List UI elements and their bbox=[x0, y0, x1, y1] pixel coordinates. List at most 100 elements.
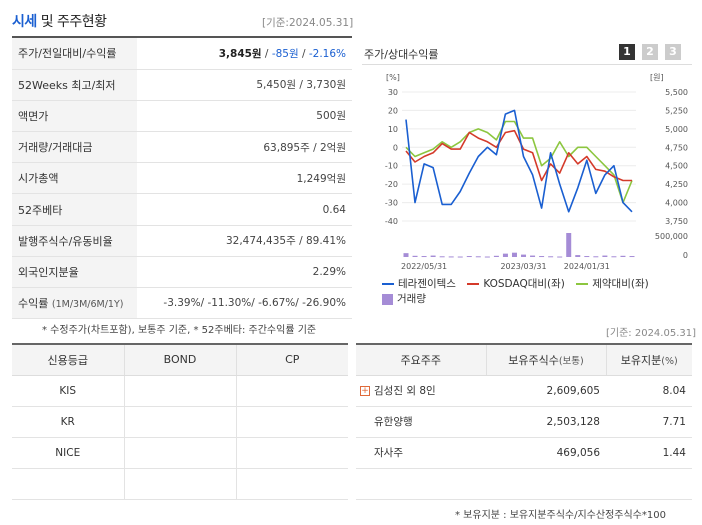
chart-tab-2[interactable]: 2 bbox=[642, 44, 658, 60]
legend-item-volume: 거래량 bbox=[380, 293, 426, 305]
price-footnote: * 수정주가(차트포함), 보통주 기준, * 52주베타: 주간수익률 기준 bbox=[42, 325, 317, 336]
chart-tab-3[interactable]: 3 bbox=[665, 44, 681, 60]
agency-name: NICE bbox=[12, 437, 124, 469]
separator: / bbox=[298, 47, 309, 60]
return-values: -3.39%/ -11.30%/ -6.67%/ -26.90% bbox=[137, 287, 352, 320]
left-axis-unit: [%] bbox=[386, 73, 400, 82]
column-header-unit: (%) bbox=[661, 355, 678, 367]
major-shareholders-table: 주요주주 보유주식수(보통) 보유지분(%) + 김성진 외 8인 2,609,6… bbox=[356, 343, 692, 500]
row-label: 52Weeks 최고/최저 bbox=[12, 69, 137, 101]
table-header-row: 신용등급 BOND CP bbox=[12, 343, 348, 376]
right-axis-tick-label: 4,500 bbox=[665, 162, 688, 171]
table-row: 유한양행 2,503,128 7.71 bbox=[356, 406, 692, 438]
column-header: BOND bbox=[123, 343, 236, 376]
volume-bar bbox=[448, 256, 454, 258]
row-value: 5,450원 / 3,730원 bbox=[137, 69, 352, 101]
volume-bar bbox=[430, 255, 436, 257]
row-value: 2.29% bbox=[137, 256, 352, 289]
volume-bar bbox=[548, 256, 554, 258]
volume-bar bbox=[466, 256, 472, 258]
row-value: 1,249억원 bbox=[137, 162, 352, 195]
volume-axis-tick-label: 500,000 bbox=[655, 232, 688, 241]
left-axis-tick-label: 0 bbox=[393, 143, 398, 152]
column-header-text: 보유지분 bbox=[620, 353, 662, 367]
legend-swatch-stock bbox=[382, 283, 394, 285]
legend-label: 거래량 bbox=[397, 293, 426, 305]
right-axis-tick-label: 4,250 bbox=[665, 180, 688, 189]
column-header: 주요주주 bbox=[356, 343, 486, 376]
volume-bar bbox=[502, 253, 508, 257]
return-period-label: (1M/3M/6M/1Y) bbox=[51, 299, 124, 311]
row-value: 0.64 bbox=[137, 193, 352, 226]
bond-rating bbox=[123, 406, 236, 438]
volume-bar bbox=[511, 252, 517, 257]
table-row: 액면가 500원 bbox=[12, 100, 352, 133]
volume-bar bbox=[475, 256, 481, 258]
holder-name: 유한양행 bbox=[356, 406, 486, 438]
row-label: 시가총액 bbox=[12, 162, 137, 195]
volume-bar bbox=[593, 256, 599, 258]
holder-ratio: 8.04 bbox=[606, 375, 692, 407]
legend-row: 거래량 bbox=[380, 291, 655, 306]
price-change-rate: -2.16% bbox=[308, 47, 346, 60]
holder-shares: 469,056 bbox=[486, 437, 606, 469]
kosdaq-relative-line bbox=[405, 129, 632, 182]
volume-bar bbox=[575, 255, 581, 257]
volume-bar bbox=[539, 256, 545, 258]
current-price: 3,845원 bbox=[218, 47, 262, 60]
legend-row: 테라젠이텍스 KOSDAQ대비(좌) 제약대비(좌) bbox=[380, 276, 655, 291]
column-header: 보유지분(%) bbox=[605, 343, 692, 376]
bond-rating bbox=[123, 375, 236, 407]
agency-name: KIS bbox=[12, 375, 124, 407]
chart-tab-1[interactable]: 1 bbox=[619, 44, 635, 60]
table-row: 52주베타 0.64 bbox=[12, 193, 352, 226]
holder-name: + 김성진 외 8인 bbox=[356, 375, 486, 407]
volume-bar bbox=[412, 255, 418, 257]
column-header: 신용등급 bbox=[12, 343, 124, 376]
right-axis-tick-label: 5,500 bbox=[665, 88, 688, 97]
expand-icon[interactable]: + bbox=[360, 386, 370, 396]
table-row: 시가총액 1,249억원 bbox=[12, 162, 352, 195]
table-row: 수익률 (1M/3M/6M/1Y) -3.39%/ -11.30%/ -6.67%… bbox=[12, 287, 352, 320]
row-value: 32,474,435주 / 89.41% bbox=[137, 225, 352, 257]
return-label: 수익률 bbox=[18, 297, 49, 311]
price-relative-return-chart: [%] [원] 30 5,500 20 5,250 10 5,000 0 4,750 -10 4,50… bbox=[385, 73, 688, 271]
holder-name: 자사주 bbox=[356, 437, 486, 469]
right-axis-tick-label: 5,250 bbox=[665, 106, 688, 115]
row-value: 63,895주 / 2억원 bbox=[137, 131, 352, 164]
table-row: 52Weeks 최고/최저 5,450원 / 3,730원 bbox=[12, 69, 352, 101]
row-label: 52주베타 bbox=[12, 193, 137, 226]
table-row: 자사주 469,056 1.44 bbox=[356, 437, 692, 469]
separator: / bbox=[261, 47, 272, 60]
right-axis-tick-label: 4,000 bbox=[665, 199, 688, 208]
left-axis-tick-label: 30 bbox=[388, 88, 398, 97]
holder-shares bbox=[486, 468, 606, 500]
x-axis-tick-label: 2023/03/31 bbox=[500, 262, 546, 271]
volume-axis-tick-label: 0 bbox=[683, 251, 688, 260]
holder-name-text: 김성진 외 8인 bbox=[374, 385, 436, 397]
legend-item-stock: 테라젠이텍스 bbox=[380, 278, 456, 290]
holder-ratio: 1.44 bbox=[606, 437, 692, 469]
row-value: 500원 bbox=[137, 100, 352, 133]
right-axis-unit: [원] bbox=[650, 73, 664, 82]
legend-swatch-volume bbox=[382, 293, 393, 305]
volume-bar bbox=[421, 256, 427, 258]
volume-bar bbox=[557, 256, 563, 258]
bond-rating bbox=[123, 468, 236, 500]
table-row: KIS bbox=[12, 375, 348, 407]
cp-rating bbox=[235, 406, 348, 438]
holder-shares: 2,609,605 bbox=[486, 375, 606, 407]
column-header-text: 보유주식수 bbox=[508, 353, 559, 367]
chart-reference-date: [기준: 2024.05.31] bbox=[606, 328, 697, 339]
table-row: 외국인지분율 2.29% bbox=[12, 256, 352, 289]
volume-bar bbox=[602, 255, 608, 257]
section-title-rest: 및 주주현황 bbox=[36, 14, 107, 30]
x-axis-tick-label: 2024/01/31 bbox=[564, 262, 610, 271]
x-axis-tick-label: 2022/05/31 bbox=[401, 262, 447, 271]
table-header-row: 주요주주 보유주식수(보통) 보유지분(%) bbox=[356, 343, 692, 376]
table-row: 주가/전일대비/수익률 3,845원 / -85원 / -2.16% bbox=[12, 38, 352, 70]
price-change: -85원 bbox=[271, 47, 299, 60]
holders-footnote: * 보유지분 : 보유지분주식수/지수산정주식수*100 bbox=[455, 510, 666, 521]
agency-name: KR bbox=[12, 406, 124, 438]
right-axis-tick-label: 5,000 bbox=[665, 125, 688, 134]
